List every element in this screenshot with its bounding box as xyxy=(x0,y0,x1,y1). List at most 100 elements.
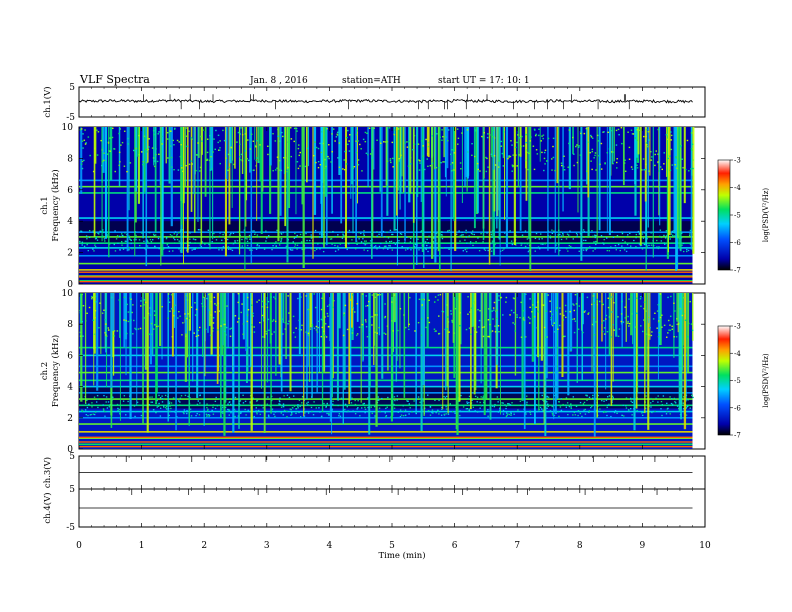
sferic-streak xyxy=(342,293,344,425)
frequency-line xyxy=(79,231,693,233)
noise-speckle xyxy=(290,127,292,129)
noise-speckle xyxy=(549,237,552,239)
noise-speckle xyxy=(293,405,296,407)
noise-speckle xyxy=(97,398,99,400)
noise-speckle xyxy=(364,406,366,409)
colorbar-tick-label: -7 xyxy=(734,432,741,440)
noise-speckle xyxy=(645,310,647,312)
noise-speckle xyxy=(641,248,644,250)
noise-speckle xyxy=(352,307,354,309)
noise-speckle xyxy=(167,297,170,300)
x-axis-label: Time (min) xyxy=(378,550,425,561)
noise-speckle xyxy=(338,142,341,144)
noise-speckle xyxy=(686,139,689,142)
sferic-streak xyxy=(244,127,246,271)
noise-speckle xyxy=(184,394,187,397)
noise-speckle xyxy=(543,157,546,160)
sferic-streak xyxy=(390,293,393,422)
noise-speckle xyxy=(616,412,618,414)
noise-speckle xyxy=(236,240,239,242)
noise-speckle xyxy=(371,148,373,151)
noise-speckle xyxy=(113,148,115,150)
noise-speckle xyxy=(305,232,307,235)
noise-speckle xyxy=(649,327,651,329)
sferic-streak xyxy=(399,127,401,210)
noise-speckle xyxy=(459,414,461,417)
sferic-streak xyxy=(488,293,490,339)
noise-speckle xyxy=(582,229,585,231)
noise-speckle xyxy=(186,299,189,301)
noise-speckle xyxy=(283,157,285,159)
noise-speckle xyxy=(135,328,137,331)
noise-speckle xyxy=(201,241,203,243)
sferic-streak xyxy=(284,127,287,227)
sferic-streak xyxy=(458,293,461,402)
noise-speckle xyxy=(83,245,86,247)
noise-speckle xyxy=(304,165,307,168)
sferic-streak xyxy=(193,127,196,233)
noise-speckle xyxy=(610,326,613,328)
noise-speckle xyxy=(563,169,566,171)
noise-speckle xyxy=(588,312,590,314)
noise-speckle xyxy=(188,130,190,132)
noise-speckle xyxy=(80,128,83,130)
x-tick-label: 5 xyxy=(389,541,395,551)
noise-speckle xyxy=(473,302,475,305)
noise-speckle xyxy=(193,248,195,250)
noise-speckle xyxy=(487,415,489,417)
noise-speckle xyxy=(92,413,95,415)
noise-speckle xyxy=(344,403,347,405)
noise-speckle xyxy=(536,310,539,312)
noise-speckle xyxy=(312,414,315,416)
noise-speckle xyxy=(148,333,150,335)
noise-speckle xyxy=(352,410,354,412)
noise-speckle xyxy=(379,231,381,233)
noise-speckle xyxy=(474,129,477,131)
sferic-streak xyxy=(635,293,638,409)
sferic-streak xyxy=(381,293,384,379)
sferic-streak xyxy=(200,127,203,245)
sferic-streak xyxy=(525,127,528,201)
noise-speckle xyxy=(358,326,361,328)
sferic-streak xyxy=(278,293,281,365)
sferic-streak xyxy=(677,127,679,239)
noise-speckle xyxy=(162,405,165,407)
noise-speckle xyxy=(237,131,240,134)
noise-speckle xyxy=(295,236,297,238)
noise-speckle xyxy=(535,404,538,406)
noise-speckle xyxy=(190,160,192,162)
colorbar-gradient xyxy=(717,159,731,271)
noise-speckle xyxy=(671,403,674,405)
noise-speckle xyxy=(357,159,360,161)
noise-speckle xyxy=(422,398,424,400)
sferic-streak xyxy=(207,293,209,333)
noise-speckle xyxy=(343,312,345,314)
sferic-streak xyxy=(288,127,290,182)
sferic-streak xyxy=(546,293,548,379)
noise-speckle xyxy=(108,243,111,245)
noise-speckle xyxy=(283,409,286,412)
noise-speckle xyxy=(498,160,500,162)
noise-speckle xyxy=(96,239,99,241)
y-tick-label: 5 xyxy=(69,83,75,93)
sferic-streak xyxy=(84,293,87,404)
sferic-streak xyxy=(443,127,445,158)
noise-speckle xyxy=(341,237,344,239)
noise-speckle xyxy=(131,248,133,250)
noise-speckle xyxy=(384,316,386,319)
noise-speckle xyxy=(196,403,199,406)
noise-speckle xyxy=(602,131,604,133)
sferic-streak xyxy=(309,293,311,382)
noise-speckle xyxy=(191,138,193,140)
noise-speckle xyxy=(148,242,150,244)
noise-speckle xyxy=(161,135,163,138)
noise-speckle xyxy=(105,335,108,337)
noise-speckle xyxy=(256,413,258,415)
sferic-streak xyxy=(445,127,447,197)
noise-speckle xyxy=(285,311,287,313)
noise-speckle xyxy=(527,316,530,318)
noise-speckle xyxy=(152,130,155,132)
noise-speckle xyxy=(119,335,121,337)
noise-speckle xyxy=(123,296,126,299)
noise-speckle xyxy=(157,235,160,238)
